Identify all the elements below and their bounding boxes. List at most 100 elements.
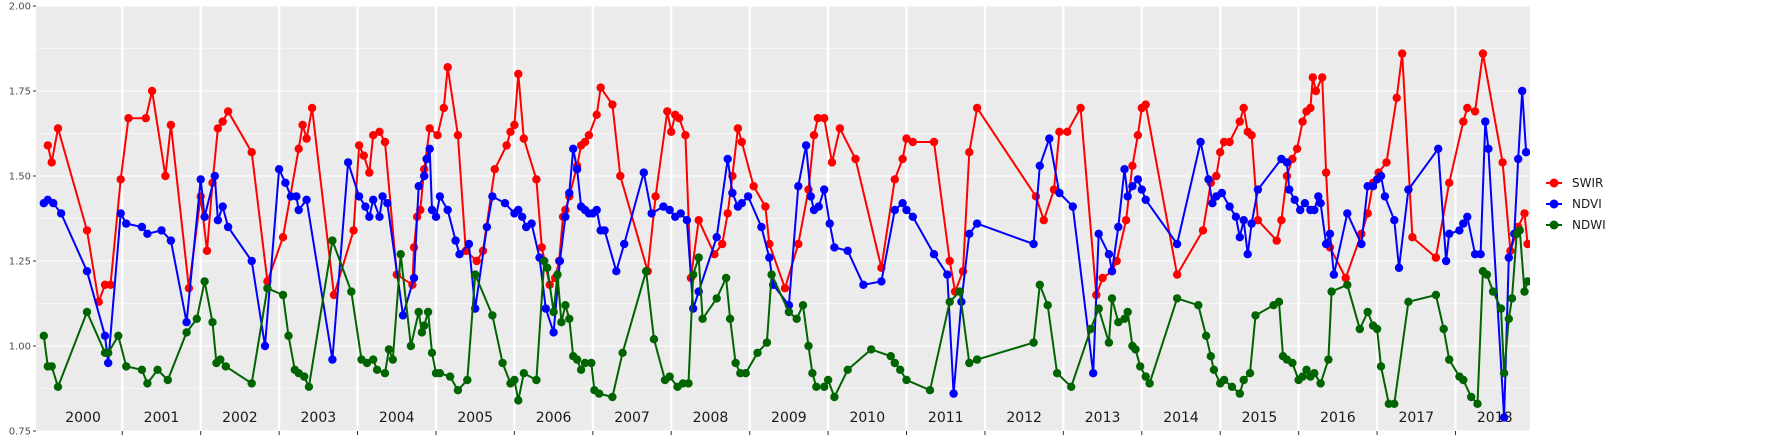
data-point-ndwi — [1363, 307, 1372, 317]
data-point-swir — [667, 127, 676, 136]
data-point-ndwi — [532, 375, 541, 385]
data-point-swir — [1292, 144, 1302, 153]
data-point-ndvi — [965, 229, 974, 238]
data-point-swir — [1063, 127, 1072, 136]
data-point-ndwi — [731, 358, 740, 368]
data-point-ndwi — [1206, 352, 1216, 361]
data-point-ndvi — [689, 304, 698, 313]
data-point-ndvi — [414, 182, 423, 191]
data-point-ndwi — [1288, 358, 1297, 368]
y-tick-label: 1.75 — [9, 87, 31, 98]
data-point-ndwi — [423, 307, 433, 317]
data-point-swir — [532, 175, 541, 184]
data-point-swir — [359, 151, 368, 160]
data-point-swir — [354, 141, 364, 150]
data-point-ndvi — [274, 165, 284, 174]
year-separators — [121, 6, 1457, 431]
data-point-ndvi — [281, 178, 290, 187]
data-point-swir — [663, 107, 672, 116]
data-point-ndwi — [1439, 324, 1448, 334]
data-point-ndwi — [721, 273, 731, 283]
data-point-swir — [302, 134, 311, 143]
data-point-swir — [584, 131, 594, 140]
year-label: 2004 — [379, 410, 415, 426]
x-axis — [121, 431, 1456, 435]
data-point-ndwi — [208, 318, 217, 327]
data-point-swir — [213, 124, 223, 133]
data-point-ndvi — [1128, 182, 1137, 191]
data-point-ndwi — [82, 307, 92, 317]
data-point-swir — [329, 290, 339, 300]
year-label: 2005 — [457, 410, 493, 426]
data-point-swir — [1272, 236, 1281, 245]
data-point-ndvi — [1137, 185, 1147, 194]
data-point-ndvi — [292, 192, 301, 201]
data-point-ndwi — [488, 311, 497, 320]
y-tick-label: 2.00 — [9, 2, 31, 13]
data-point-ndwi — [540, 256, 549, 266]
data-point-swir — [1311, 86, 1321, 96]
data-point-swir — [1392, 93, 1401, 103]
data-point-ndwi — [216, 355, 225, 364]
data-point-ndvi — [943, 270, 952, 279]
data-point-swir — [537, 243, 546, 252]
data-point-ndwi — [221, 362, 230, 371]
data-point-swir — [1121, 216, 1131, 225]
data-point-ndwi — [1482, 270, 1492, 279]
data-point-swir — [1398, 49, 1407, 58]
data-point-ndvi — [422, 154, 431, 164]
data-point-ndwi — [1488, 287, 1498, 296]
data-point-ndvi — [56, 209, 66, 218]
data-point-ndwi — [328, 236, 337, 245]
data-point-ndvi — [825, 219, 834, 228]
data-point-swir — [307, 103, 317, 113]
data-point-ndvi — [1282, 158, 1292, 167]
data-point-ndvi — [1325, 229, 1335, 238]
data-point-ndwi — [137, 365, 147, 374]
data-point-ndvi — [518, 212, 527, 221]
year-label: 2014 — [1163, 410, 1199, 426]
data-point-ndwi — [896, 365, 905, 374]
data-point-swir — [592, 110, 601, 120]
data-point-ndwi — [153, 365, 162, 374]
data-point-ndwi — [1496, 304, 1506, 313]
data-point-ndwi — [1473, 399, 1482, 408]
data-point-ndvi — [1343, 209, 1352, 218]
data-point-swir — [409, 243, 419, 252]
data-point-ndvi — [1484, 144, 1493, 153]
data-point-ndvi — [1290, 195, 1299, 204]
data-point-ndwi — [1459, 375, 1468, 385]
data-point-ndwi — [1086, 324, 1096, 334]
data-point-swir — [1253, 216, 1263, 225]
data-point-ndwi — [1324, 355, 1333, 364]
data-point-ndwi — [808, 369, 817, 378]
data-point-ndwi — [1035, 280, 1045, 289]
data-point-ndvi — [302, 195, 311, 204]
data-point-swir — [1408, 233, 1417, 242]
data-point-swir — [723, 209, 732, 218]
data-point-ndvi — [49, 199, 58, 208]
data-point-ndvi — [1253, 185, 1263, 194]
data-point-ndvi — [1459, 219, 1468, 228]
data-point-ndvi — [549, 328, 558, 337]
data-point-ndwi — [1467, 392, 1476, 402]
data-point-ndvi — [527, 219, 536, 228]
data-point-swir — [1247, 131, 1256, 140]
data-point-ndwi — [1145, 379, 1154, 388]
data-point-ndwi — [388, 355, 397, 364]
data-point-swir — [1318, 73, 1327, 82]
data-point-ndvi — [122, 219, 131, 228]
data-point-ndvi — [427, 205, 437, 215]
data-point-ndvi — [166, 236, 176, 245]
legend-item-ndwi: NDWI — [1546, 218, 1606, 232]
data-point-ndvi — [612, 267, 621, 276]
data-point-ndvi — [383, 199, 392, 208]
data-point-ndwi — [812, 382, 821, 391]
data-point-ndvi — [1225, 202, 1234, 211]
data-point-ndvi — [143, 229, 152, 238]
data-point-ndwi — [1431, 290, 1441, 300]
data-point-ndvi — [1368, 182, 1378, 191]
data-point-ndwi — [143, 379, 152, 388]
data-point-ndvi — [196, 175, 205, 184]
data-point-ndvi — [565, 188, 574, 198]
